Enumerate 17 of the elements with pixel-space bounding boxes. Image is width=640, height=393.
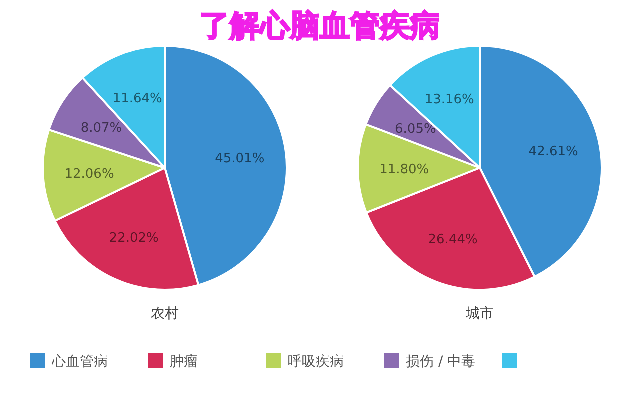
data-label: 42.61% xyxy=(528,144,578,160)
text: 了解心脑血管疾病 xyxy=(200,9,440,44)
legend-label: 心血管病 xyxy=(51,354,108,370)
text: 农村 xyxy=(151,306,179,322)
data-label: 8.07% xyxy=(80,120,122,136)
data-label: 26.44% xyxy=(428,232,478,248)
data-label: 11.80% xyxy=(380,162,430,178)
data-label: 12.06% xyxy=(64,167,114,182)
legend-label: 损伤 / 中毒 xyxy=(406,354,476,370)
data-label: 45.01% xyxy=(215,151,265,166)
legend-label: 呼吸疾病 xyxy=(288,354,344,370)
data-label: 22.02% xyxy=(109,231,159,246)
text: 城市 xyxy=(465,306,494,322)
data-label: 13.16% xyxy=(424,92,474,108)
legend-label: 肿瘤 xyxy=(170,354,198,370)
data-label: 11.64% xyxy=(112,91,162,106)
data-label: 6.05% xyxy=(395,122,436,138)
